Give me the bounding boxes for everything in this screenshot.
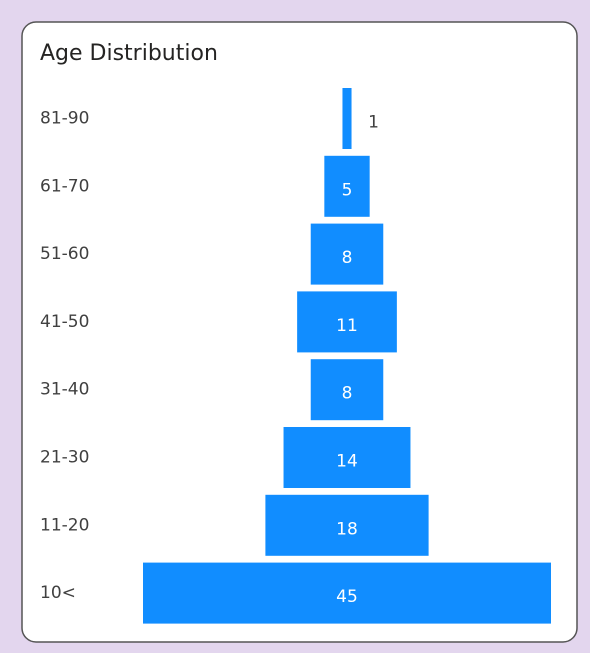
data-label: 14 [336,452,358,472]
category-label: 31-40 [40,380,89,400]
category-label: 61-70 [40,176,89,196]
bar [283,427,411,488]
bar [324,155,370,217]
data-label: 1 [368,113,379,133]
bar [143,562,551,624]
category-label: 10< [40,583,76,603]
data-label: 45 [336,587,358,607]
data-label: 11 [336,316,358,336]
data-label: 8 [342,248,353,268]
category-label: 11-20 [40,515,89,535]
category-label: 21-30 [40,448,89,468]
data-label: 5 [342,180,353,200]
bar [297,291,397,353]
data-label: 8 [342,384,353,404]
bar [342,88,352,149]
bar [265,494,429,556]
data-label: 18 [336,519,358,539]
chart-title: Age Distribution [40,41,218,66]
category-label: 81-90 [40,109,89,129]
bar [310,223,384,285]
category-label: 41-50 [40,312,89,332]
bar [310,359,384,421]
category-label: 51-60 [40,244,89,264]
